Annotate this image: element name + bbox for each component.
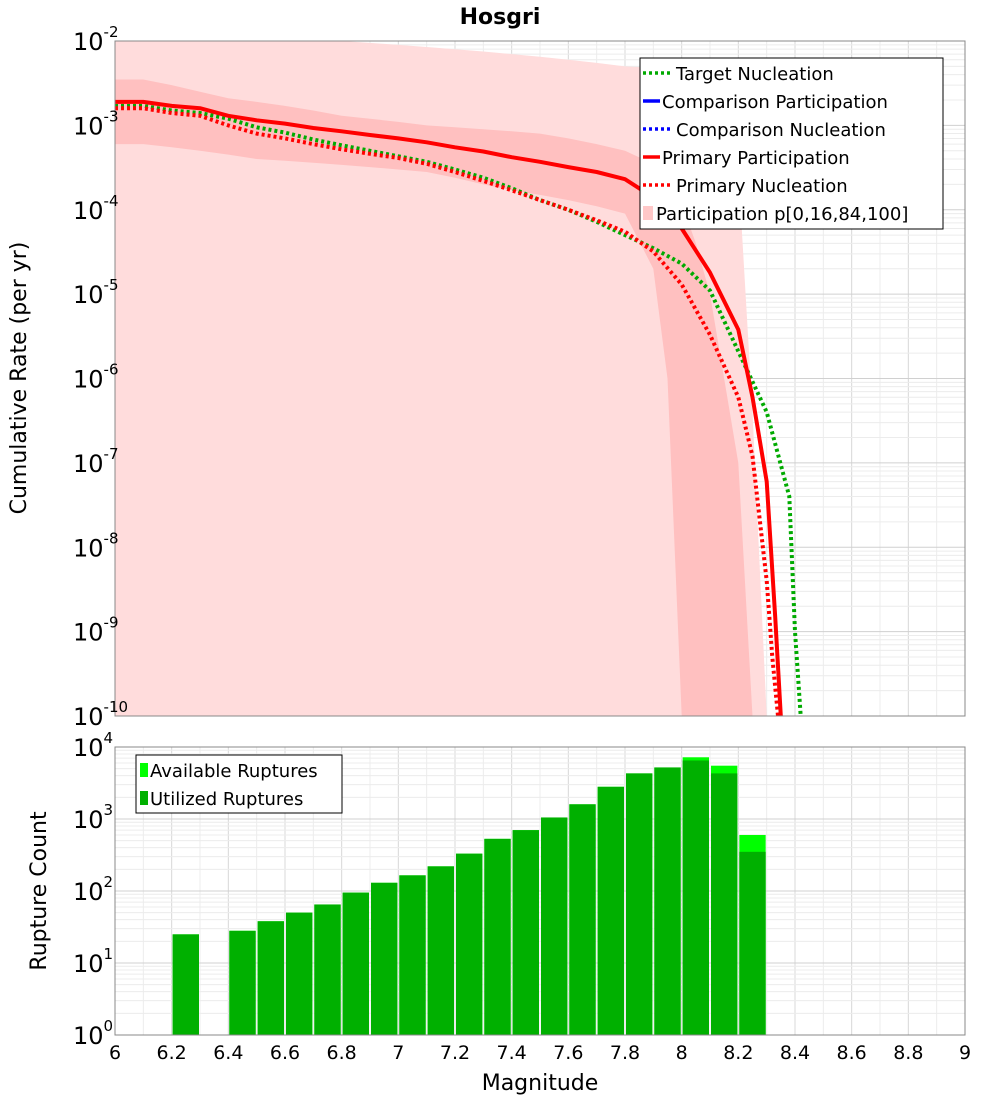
bar-utilized-ruptures	[711, 773, 738, 1035]
legend-label-primary-participation: Primary Participation	[662, 148, 850, 169]
count-legend: Available Ruptures Utilized Ruptures	[135, 754, 343, 814]
legend-label-comparison-nucleation: Comparison Nucleation	[676, 120, 886, 141]
legend-label-comparison-participation: Comparison Participation	[662, 92, 888, 113]
y-tick-label: 10-5	[73, 276, 119, 309]
y-tick-label: 10-3	[73, 107, 119, 140]
bar-utilized-ruptures	[682, 760, 709, 1035]
x-tick-label: 8	[676, 1042, 688, 1064]
count-plot-x-label: Magnitude	[482, 1071, 599, 1096]
y-tick-label: 10-2	[73, 23, 119, 56]
legend-label-primary-nucleation: Primary Nucleation	[676, 176, 848, 197]
rate-legend: Target Nucleation Comparison Participati…	[639, 57, 944, 230]
legend-label-available-ruptures: Available Ruptures	[150, 761, 318, 782]
bar-utilized-ruptures	[257, 921, 284, 1035]
band-participation-p-0-100	[115, 41, 767, 716]
bar-utilized-ruptures	[229, 930, 256, 1035]
x-tick-label: 7.6	[553, 1042, 583, 1064]
bar-utilized-ruptures	[597, 786, 624, 1035]
legend-swatch-utilized-ruptures	[140, 791, 148, 805]
x-tick-label: 6.2	[157, 1042, 187, 1064]
y-tick-label: 10-6	[73, 361, 119, 394]
legend-swatch-available-ruptures	[140, 763, 148, 777]
bar-utilized-ruptures	[512, 830, 539, 1035]
y-tick-label: 104	[73, 729, 113, 762]
rate-plot-frame	[114, 40, 966, 717]
bar-utilized-ruptures	[626, 773, 653, 1035]
x-tick-label: 7	[392, 1042, 404, 1064]
x-tick-label: 8.6	[837, 1042, 867, 1064]
x-tick-label: 8.8	[893, 1042, 923, 1064]
x-tick-label: 9	[959, 1042, 971, 1064]
count-plot-y-label: Rupture Count	[27, 811, 52, 971]
bar-utilized-ruptures	[314, 904, 341, 1035]
legend-label-target-nucleation: Target Nucleation	[675, 64, 834, 85]
series-primary-nucleation	[115, 106, 780, 717]
chart-title: Hosgri	[460, 5, 541, 30]
x-tick-label: 6.8	[327, 1042, 357, 1064]
bar-utilized-ruptures	[541, 817, 568, 1035]
bar-utilized-ruptures	[342, 892, 369, 1035]
y-tick-label: 10-7	[73, 445, 119, 478]
count-plot-bars	[172, 757, 766, 1035]
y-tick-label: 10-10	[73, 698, 128, 731]
y-tick-label: 10-9	[73, 614, 119, 647]
rate-plot-y-ticks: 10-2 10-3 10-4 10-5 10-6 10-7 10-8 10-9 10-10	[73, 23, 128, 731]
x-tick-label: 7.2	[440, 1042, 470, 1064]
y-tick-label: 101	[73, 945, 113, 978]
x-tick-label: 8.4	[780, 1042, 810, 1064]
y-tick-label: 102	[73, 873, 113, 906]
rate-plot-lines	[115, 99, 803, 717]
count-legend-box	[135, 754, 343, 814]
y-tick-label: 10-4	[73, 192, 119, 225]
y-tick-label: 103	[73, 801, 113, 834]
x-tick-label: 7.8	[610, 1042, 640, 1064]
count-plot-x-ticks: 6 6.2 6.4 6.6 6.8 7 7.2 7.4 7.6 7.8 8 8.2 8.4 8.6 8.8 9	[109, 1042, 971, 1064]
bar-utilized-ruptures	[427, 866, 454, 1035]
bar-utilized-ruptures	[286, 912, 313, 1035]
legend-swatch-participation-band	[643, 206, 653, 220]
count-plot-frame	[114, 746, 966, 1036]
count-plot: 100 101 102 103 104 6 6.2 6.4 6.6 6.8 7 7.2 7.4 7.6 7…	[27, 729, 971, 1096]
legend-label-utilized-ruptures: Utilized Ruptures	[150, 789, 303, 810]
series-primary-participation	[115, 99, 783, 717]
bar-utilized-ruptures	[399, 875, 426, 1035]
bar-utilized-ruptures	[371, 882, 398, 1035]
band-participation-p-16-84	[115, 79, 753, 716]
rate-plot: 10-2 10-3 10-4 10-5 10-6 10-7 10-8 10-9 10-10 Cu…	[7, 23, 966, 731]
bar-utilized-ruptures	[739, 851, 766, 1035]
y-tick-label: 100	[73, 1017, 113, 1050]
x-tick-label: 7.4	[497, 1042, 527, 1064]
rate-plot-y-label: Cumulative Rate (per yr)	[7, 242, 32, 515]
bar-utilized-ruptures	[654, 767, 681, 1035]
x-tick-label: 6.6	[270, 1042, 300, 1064]
bar-utilized-ruptures	[456, 853, 483, 1035]
x-tick-label: 6	[109, 1042, 121, 1064]
x-tick-label: 6.4	[213, 1042, 243, 1064]
bar-utilized-ruptures	[484, 838, 511, 1035]
rate-plot-bands	[115, 41, 767, 716]
bar-utilized-ruptures	[172, 934, 199, 1035]
rate-legend-box	[639, 57, 944, 230]
x-tick-label: 8.2	[723, 1042, 753, 1064]
y-tick-label: 10-8	[73, 529, 119, 562]
count-plot-y-ticks: 100 101 102 103 104	[73, 729, 113, 1050]
legend-label-participation-band: Participation p[0,16,84,100]	[656, 204, 908, 225]
bar-utilized-ruptures	[569, 804, 596, 1035]
